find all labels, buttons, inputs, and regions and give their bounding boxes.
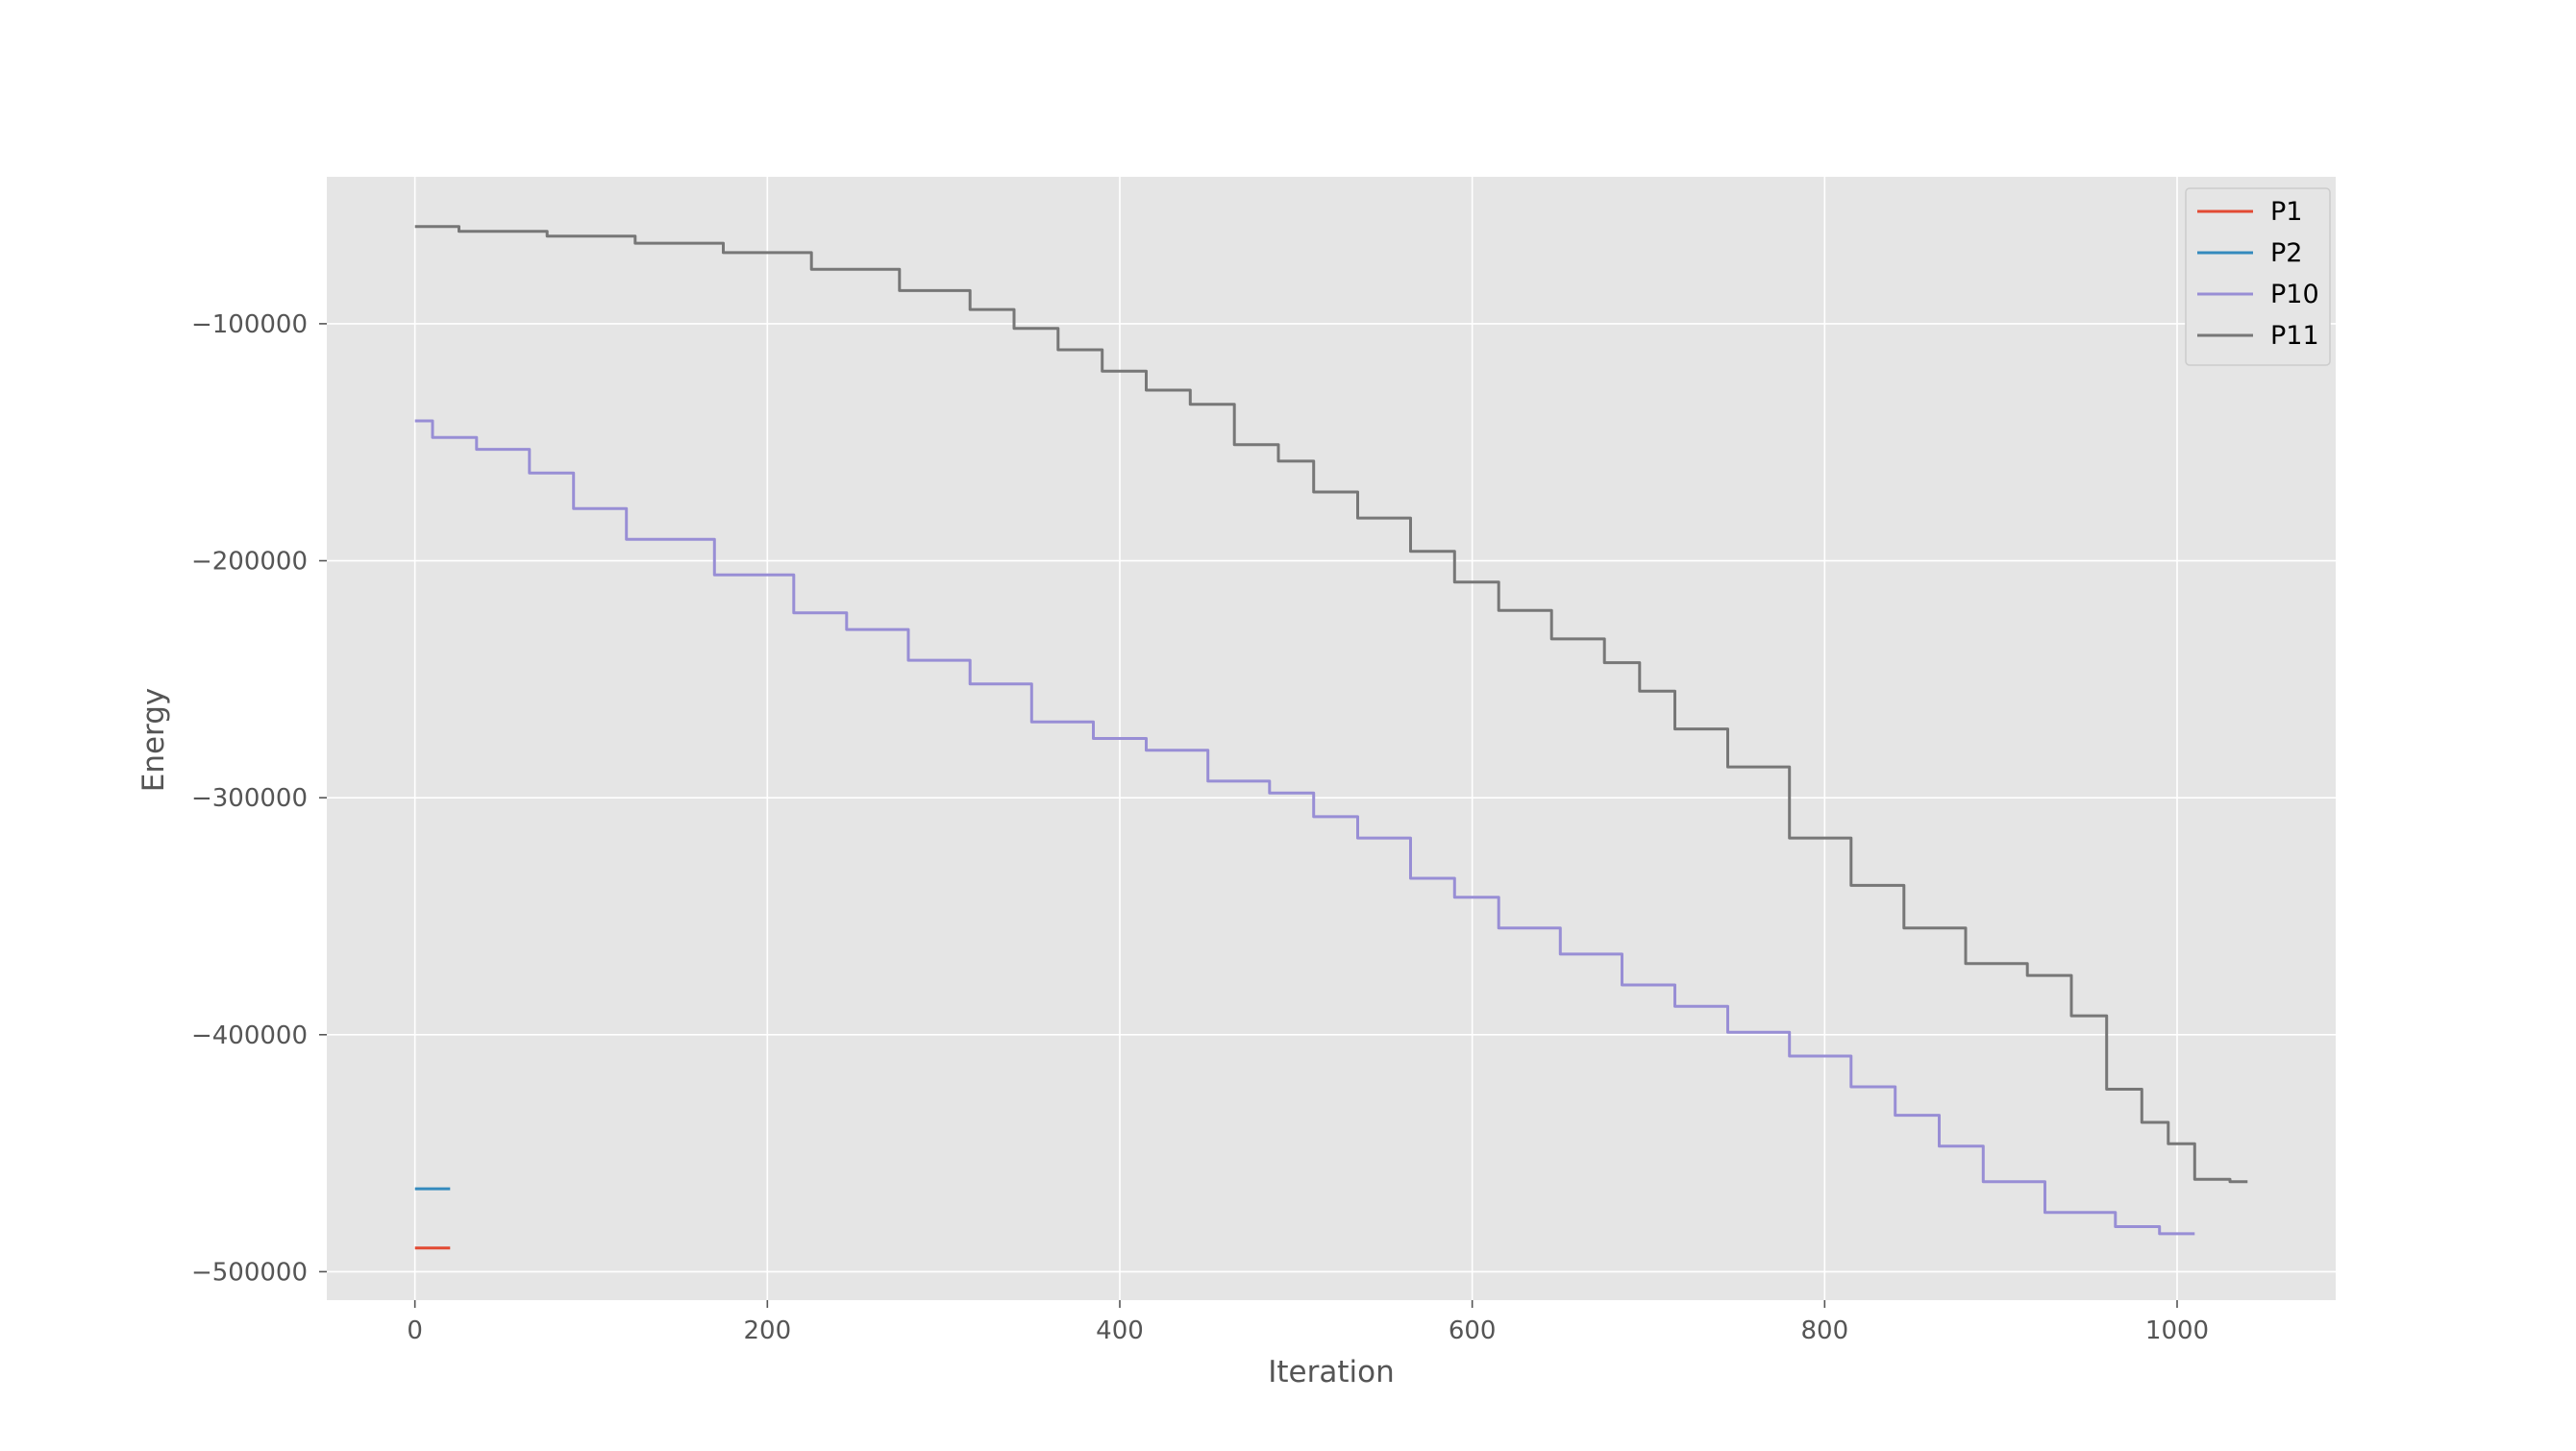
legend-label-p11: P11 [2270,321,2319,351]
x-axis-label: Iteration [1268,1355,1395,1390]
y-tick-label: −300000 [191,784,308,813]
x-tick-label: 400 [1096,1316,1144,1345]
y-axis-label: Energy [136,688,171,793]
legend-label-p10: P10 [2270,280,2319,309]
x-tick-label: 600 [1449,1316,1497,1345]
series-lines [414,225,2248,1250]
legend-box [2185,187,2331,366]
legend-label-p2: P2 [2270,238,2302,268]
x-axis-ticks: 0 200 400 600 800 1000 [407,1300,2209,1345]
series-line-p11 [414,225,2248,1184]
y-axis-ticks: −100000 −200000 −300000 −400000 −500000 [191,310,327,1287]
legend-label-p1: P1 [2270,197,2302,227]
y-tick-label: −400000 [191,1021,308,1050]
y-tick-label: −500000 [191,1258,308,1287]
series-line-p10 [414,419,2195,1236]
x-tick-label: 800 [1801,1316,1849,1345]
plot-area [327,177,2336,1300]
x-tick-label: 1000 [2145,1316,2209,1345]
y-tick-label: −100000 [191,310,308,339]
legend: P1 P2 P10 P11 [2185,187,2331,366]
x-tick-label: 0 [407,1316,423,1345]
x-tick-label: 200 [744,1316,792,1345]
y-tick-label: −200000 [191,548,308,577]
